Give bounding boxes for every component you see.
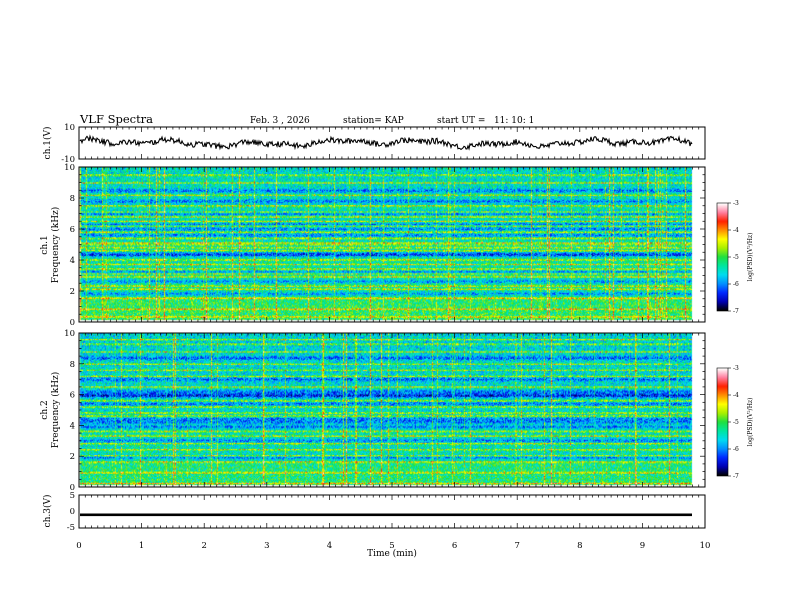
- x-tick-label: 4: [327, 541, 332, 551]
- ch2-freq-ylabel: Frequency (kHz): [50, 372, 61, 449]
- panel-ch1-waveform: 10 -10 ch.1(V): [42, 123, 706, 165]
- ch3-ylabel: ch.3(V): [42, 495, 53, 528]
- x-tick-label: 6: [452, 541, 457, 551]
- x-tick-label: 10: [700, 541, 711, 551]
- ch1-freq-ylabel: Frequency (kHz): [50, 207, 61, 284]
- ch3-ytick-top: 5: [70, 491, 75, 501]
- ch1-colorbar-label: log(PSD)(V²/Hz): [747, 233, 754, 282]
- x-tick-label: 3: [264, 541, 269, 551]
- freq-tick-label: 8: [70, 360, 75, 370]
- ch1-colorbar: [717, 203, 728, 311]
- header-start-ut: start UT = 11: 10: 1: [437, 116, 534, 126]
- freq-tick-label: 4: [70, 256, 75, 266]
- ch1-waveform-line: [79, 134, 693, 151]
- ch1-ylabel: ch.1(V): [42, 127, 53, 160]
- freq-tick-label: 8: [70, 194, 75, 204]
- panel-ch3-waveform: 5 0 -5 ch.3(V): [42, 491, 706, 533]
- freq-tick-label: 0: [70, 318, 75, 328]
- ch3-waveform-trace: [80, 513, 692, 517]
- colorbar-tick-label: -3: [733, 200, 739, 207]
- ch2-spectrogram-image: [79, 333, 705, 487]
- header-date: Feb. 3 , 2026: [250, 116, 310, 126]
- ch1-ytick-top: 10: [64, 123, 75, 133]
- freq-tick-label: 10: [64, 329, 75, 339]
- colorbar-tick-label: -4: [733, 392, 739, 399]
- x-tick-label: 1: [139, 541, 144, 551]
- colorbar-tick-label: -6: [733, 281, 739, 288]
- x-tick-label: 7: [514, 541, 519, 551]
- freq-tick-label: 2: [70, 452, 75, 462]
- header-station: station= KAP: [343, 116, 404, 126]
- freq-tick-label: 0: [70, 483, 75, 493]
- freq-tick-label: 2: [70, 287, 75, 297]
- freq-tick-label: 6: [70, 225, 75, 235]
- colorbar-tick-label: -5: [733, 254, 739, 261]
- freq-tick-label: 10: [64, 163, 75, 173]
- chart-title: VLF Spectra: [79, 112, 153, 126]
- ch2-channel-label: ch.2: [40, 400, 50, 419]
- ch1-spectrogram-image: [79, 167, 705, 322]
- x-tick-label: 8: [577, 541, 582, 551]
- freq-tick-label: 6: [70, 391, 75, 401]
- ch3-ytick-mid: 0: [70, 507, 75, 517]
- colorbar-tick-label: -4: [733, 227, 739, 234]
- x-axis-ticks: [78, 127, 706, 528]
- colorbar-tick-label: -3: [733, 365, 739, 372]
- x-axis-tick-labels: 0 1 2 3 4 5 6 7 8 9 10: [76, 541, 710, 551]
- ch3-ytick-bottom: -5: [67, 523, 75, 533]
- x-tick-label: 2: [201, 541, 206, 551]
- colorbar-tick-label: -5: [733, 419, 739, 426]
- colorbar-tick-label: -7: [733, 308, 739, 315]
- x-tick-label: 0: [76, 541, 81, 551]
- ch3-waveform-frame: [78, 494, 706, 529]
- colorbar-tick-label: -7: [733, 473, 739, 480]
- freq-tick-label: 4: [70, 421, 75, 431]
- ch2-colorbar: [717, 368, 728, 476]
- x-tick-label: 5: [389, 541, 394, 551]
- ch1-ytick-bottom: -10: [61, 155, 75, 165]
- x-tick-label: 9: [640, 541, 645, 551]
- x-axis-label: Time (min): [367, 548, 417, 559]
- colorbar-tick-label: -6: [733, 446, 739, 453]
- ch2-colorbar-label: log(PSD)(V²/Hz): [747, 398, 754, 447]
- ch1-channel-label: ch.1: [40, 235, 50, 254]
